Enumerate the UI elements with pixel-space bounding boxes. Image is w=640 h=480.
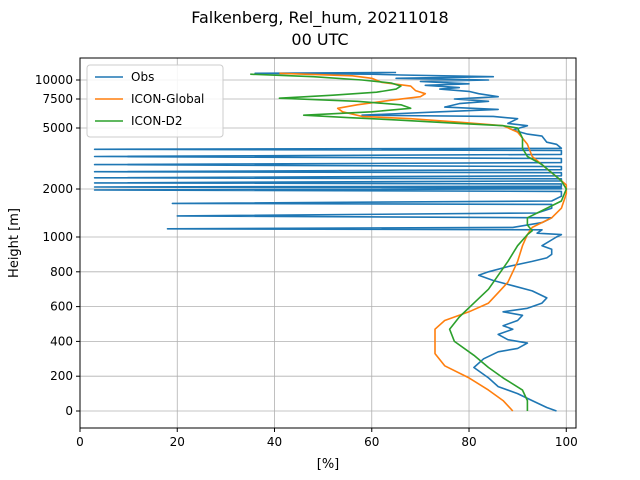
y-tick-label: 800 — [50, 265, 73, 279]
series-line-icon-d2 — [250, 73, 568, 411]
series-layer — [93, 71, 568, 412]
y-tick-label: 0 — [65, 404, 73, 418]
chart-title: Falkenberg, Rel_hum, 20211018 — [191, 8, 448, 28]
legend-label: Obs — [131, 70, 154, 84]
x-tick-label: 60 — [364, 435, 379, 449]
y-axis-ticks: 0 200 400 600 800 1000 2000 5000 7500 10000 — [35, 73, 80, 418]
y-tick-label: 2000 — [42, 182, 73, 196]
grid — [79, 58, 576, 428]
chart-subtitle: 00 UTC — [291, 30, 348, 49]
x-tick-label: 0 — [76, 435, 84, 449]
x-axis-label: [%] — [317, 457, 340, 472]
legend: Obs ICON-Global ICON-D2 — [86, 64, 224, 138]
y-tick-label: 400 — [50, 334, 73, 348]
y-tick-label: 7500 — [42, 92, 73, 106]
y-tick-label: 1000 — [42, 230, 73, 244]
x-tick-label: 100 — [555, 435, 578, 449]
legend-label: ICON-Global — [131, 92, 204, 106]
x-tick-label: 40 — [267, 435, 282, 449]
y-axis-label: Height [m] — [7, 208, 22, 278]
plot-frame — [79, 57, 577, 429]
y-tick-label: 5000 — [42, 121, 73, 135]
series-line-icon-global — [279, 72, 568, 412]
x-axis-ticks: 0 20 40 60 80 100 — [76, 428, 578, 449]
y-tick-label: 10000 — [35, 73, 73, 87]
x-tick-label: 80 — [461, 435, 476, 449]
legend-label: ICON-D2 — [131, 114, 183, 128]
y-tick-label: 200 — [50, 369, 73, 383]
x-tick-label: 20 — [170, 435, 185, 449]
legend-box — [86, 64, 224, 138]
y-tick-label: 600 — [50, 300, 73, 314]
series-line-obs — [93, 71, 563, 412]
